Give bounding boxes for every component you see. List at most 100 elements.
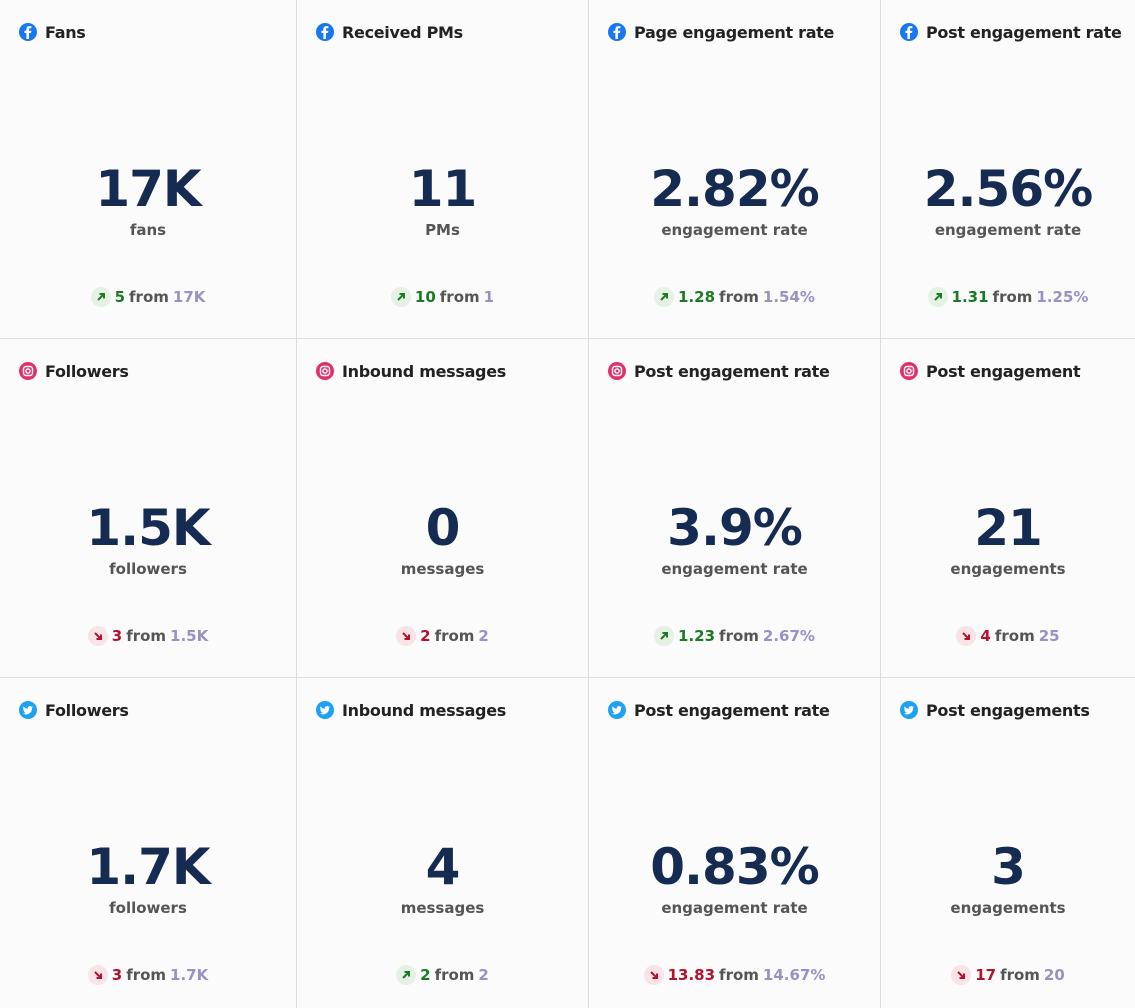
change-value: 3 — [111, 966, 123, 984]
metric-value: 2.56% — [923, 160, 1093, 218]
metric-card: Fans 17K fans 5 from 17K — [0, 0, 297, 339]
instagram-icon — [19, 362, 37, 380]
twitter-icon — [608, 701, 626, 719]
metric-unit: engagement rate — [934, 221, 1082, 239]
metric-card: Post engagement rate 0.83% engagement rate… — [589, 678, 881, 1008]
change-value: 1.23 — [678, 627, 716, 645]
metric-card: Followers 1.7K followers 3 from 1.7K — [0, 678, 297, 1008]
from-label: from — [439, 288, 480, 306]
previous-value: 1.5K — [170, 627, 209, 645]
card-title: Post engagement rate — [634, 361, 830, 381]
metric-value: 0.83% — [650, 838, 819, 896]
change-value: 2 — [420, 966, 431, 984]
card-header: Post engagements — [899, 700, 1090, 720]
trend-arrow — [951, 965, 972, 985]
card-header: Post engagement rate — [899, 22, 1122, 42]
change-value: 1.28 — [678, 288, 716, 306]
metric-unit: engagements — [950, 560, 1066, 578]
previous-value: 1.7K — [170, 966, 209, 984]
previous-value: 2 — [478, 966, 489, 984]
card-header: Followers — [18, 361, 129, 381]
card-header: Post engagement rate — [607, 361, 830, 381]
metric-card: Page engagement rate 2.82% engagement rate… — [589, 0, 881, 339]
change-row: 13.83 from 14.67% — [589, 965, 880, 985]
trend-arrow — [390, 287, 411, 307]
metric-value: 1.5K — [86, 499, 210, 557]
facebook-icon — [608, 23, 626, 41]
change-value: 1.31 — [951, 288, 989, 306]
metric-unit: engagement rate — [661, 899, 808, 917]
metric-value: 17K — [95, 160, 201, 218]
trend-arrow — [654, 287, 675, 307]
metric-value: 3.9% — [667, 499, 803, 557]
card-title: Post engagement — [926, 361, 1081, 381]
card-title: Post engagement rate — [926, 22, 1122, 42]
metric-value: 3 — [991, 838, 1026, 896]
change-row: 2 from 2 — [297, 626, 588, 646]
metric-card: Inbound messages 0 messages 2 from 2 — [297, 339, 589, 678]
trend-arrow — [927, 287, 948, 307]
card-title: Inbound messages — [342, 700, 506, 720]
card-header: Post engagement rate — [607, 700, 830, 720]
trend-arrow — [396, 965, 417, 985]
metric-value: 21 — [974, 499, 1043, 557]
from-label: from — [129, 288, 169, 306]
metric-unit: engagement rate — [661, 221, 808, 239]
metric-card: Post engagement rate 2.56% engagement rate… — [881, 0, 1135, 339]
metric-unit: engagement rate — [661, 560, 808, 578]
metric-unit: messages — [400, 560, 485, 578]
twitter-icon — [316, 701, 334, 719]
previous-value: 14.67% — [762, 966, 826, 984]
facebook-icon — [316, 23, 334, 41]
previous-value: 20 — [1043, 966, 1065, 984]
from-label: from — [719, 627, 759, 645]
metric-unit: followers — [109, 899, 187, 917]
metric-value: 11 — [408, 160, 478, 218]
trend-arrow — [654, 626, 675, 646]
change-value: 2 — [420, 627, 431, 645]
card-header: Post engagement — [899, 361, 1081, 381]
change-value: 17 — [975, 966, 997, 984]
metric-card: Inbound messages 4 messages 2 from 2 — [297, 678, 589, 1008]
instagram-icon — [316, 362, 334, 380]
trend-arrow — [956, 626, 977, 646]
change-row: 1.28 from 1.54% — [589, 287, 880, 307]
previous-value: 1.54% — [762, 288, 815, 306]
card-title: Inbound messages — [342, 361, 506, 381]
card-header: Fans — [18, 22, 86, 42]
metric-card: Followers 1.5K followers 3 from 1.5K — [0, 339, 297, 678]
metric-value: 1.7K — [86, 838, 210, 896]
change-row: 2 from 2 — [297, 965, 588, 985]
from-label: from — [719, 966, 759, 984]
card-header: Page engagement rate — [607, 22, 834, 42]
from-label: from — [126, 966, 167, 984]
change-row: 3 from 1.7K — [0, 965, 296, 985]
metric-value: 2.82% — [650, 160, 819, 218]
card-header: Followers — [18, 700, 129, 720]
trend-arrow — [396, 626, 417, 646]
card-title: Page engagement rate — [634, 22, 835, 42]
facebook-icon — [19, 23, 37, 41]
from-label: from — [434, 627, 475, 645]
previous-value: 17K — [172, 288, 206, 306]
metric-card: Post engagements 3 engagements 17 from 20 — [881, 678, 1135, 1008]
card-header: Inbound messages — [315, 700, 506, 720]
change-value: 5 — [114, 288, 126, 306]
trend-arrow — [87, 965, 108, 985]
metric-unit: PMs — [425, 221, 460, 239]
from-label: from — [719, 288, 759, 306]
card-title: Post engagement rate — [634, 700, 830, 720]
previous-value: 1.25% — [1036, 288, 1089, 306]
from-label: from — [126, 627, 167, 645]
metric-card: Post engagement 21 engagements 4 from 25 — [881, 339, 1135, 678]
change-row: 17 from 20 — [881, 965, 1135, 985]
card-title: Followers — [45, 700, 129, 720]
change-value: 10 — [414, 288, 436, 306]
change-value: 13.83 — [667, 966, 716, 984]
change-row: 4 from 25 — [881, 626, 1135, 646]
previous-value: 2 — [478, 627, 489, 645]
metric-unit: followers — [109, 560, 187, 578]
card-title: Post engagements — [926, 700, 1090, 720]
metric-unit: engagements — [950, 899, 1066, 917]
change-row: 1.31 from 1.25% — [881, 287, 1135, 307]
